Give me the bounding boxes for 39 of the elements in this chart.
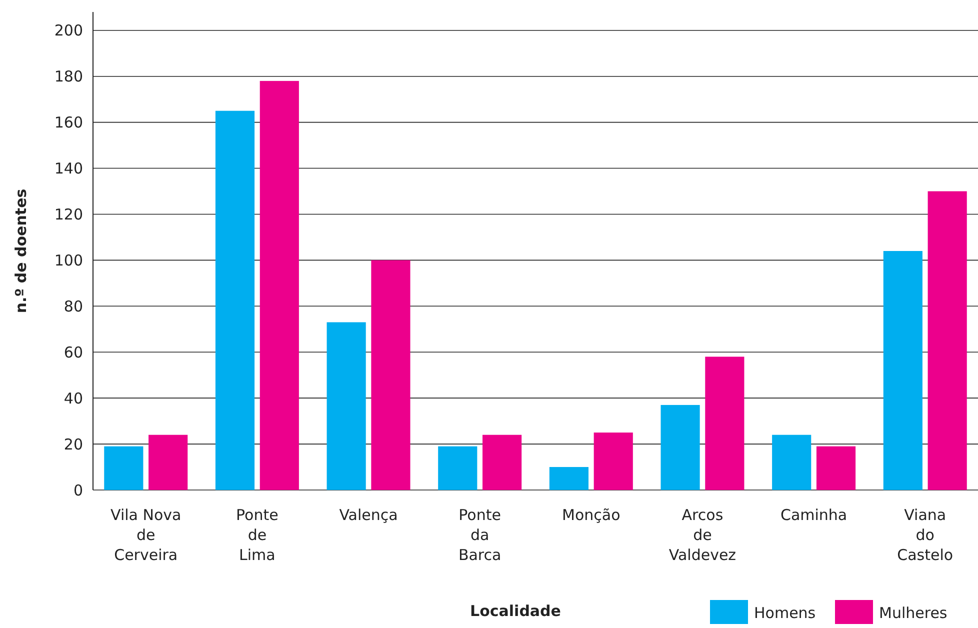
x-tick-label: Caminha — [780, 506, 848, 524]
y-tick-label: 40 — [64, 389, 83, 408]
bar — [371, 260, 410, 490]
bar — [438, 446, 478, 490]
x-tick-label: Monção — [562, 506, 620, 524]
y-tick-label: 120 — [54, 205, 83, 224]
y-tick-label: 80 — [64, 297, 83, 316]
bar — [594, 432, 633, 490]
bar — [816, 446, 856, 490]
y-tick-label: 180 — [54, 68, 83, 86]
x-tick-label: Ponte de Lima — [236, 506, 278, 564]
x-tick-label: Viana do Castelo — [897, 506, 954, 564]
y-tick-label: 200 — [54, 22, 83, 40]
legend-label: Homens — [754, 604, 816, 622]
bar — [772, 434, 812, 490]
bar — [883, 251, 922, 490]
x-axis-title: Localidade — [470, 602, 561, 620]
y-tick-label: 60 — [64, 343, 83, 362]
y-axis-title: n.º de doentes — [12, 188, 30, 314]
x-tick-label: Ponte da Barca — [458, 506, 502, 564]
bar — [549, 467, 588, 490]
bar — [104, 446, 144, 490]
bar — [148, 434, 188, 490]
x-tick-label: Arcos de Valdevez — [668, 506, 736, 564]
x-tick-label: Vila Nova de Cerveira — [110, 506, 182, 564]
y-tick-label: 20 — [64, 435, 83, 454]
y-tick-label: 0 — [73, 481, 83, 500]
x-tick-label: Valença — [339, 506, 398, 524]
bar — [482, 434, 522, 490]
bar — [928, 191, 967, 490]
bar — [326, 322, 366, 490]
y-tick-label: 160 — [54, 114, 83, 132]
y-tick-label: 100 — [54, 251, 83, 270]
bar — [215, 110, 255, 490]
bar — [705, 356, 744, 490]
bar — [660, 404, 700, 490]
legend-label: Mulheres — [879, 604, 948, 622]
y-tick-label: 140 — [54, 160, 83, 178]
bar — [260, 80, 299, 490]
